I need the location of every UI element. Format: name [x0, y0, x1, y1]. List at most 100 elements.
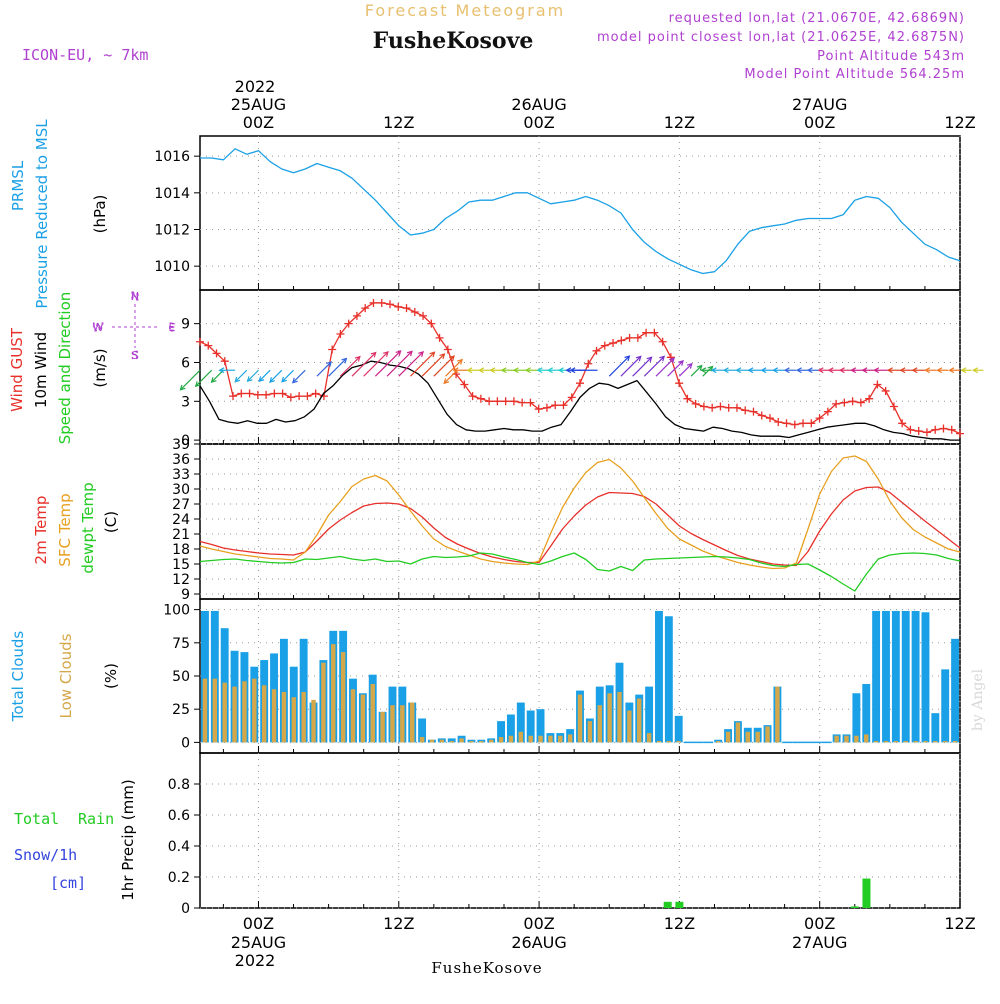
wind-direction-arrowhead — [722, 367, 729, 374]
precip-frame — [199, 752, 961, 909]
wind-direction-arrowhead — [269, 377, 275, 383]
wind-gust-marker — [939, 424, 948, 433]
wind-gust-marker — [509, 397, 518, 406]
rain-bar — [862, 878, 871, 908]
wind-gust-marker — [344, 319, 353, 328]
low-cloud-bar — [942, 741, 948, 743]
low-cloud-bar — [755, 731, 760, 743]
wind-direction-arrowhead — [795, 367, 802, 374]
wind-gust-marker — [757, 411, 766, 420]
wind-direction-arrowhead — [341, 357, 348, 364]
low-cloud-bar — [883, 741, 889, 743]
low-cloud-bar — [558, 735, 563, 743]
bottom-year-label: 2022 — [235, 951, 276, 970]
wind-gust-marker — [691, 399, 700, 408]
low-cloud-bar — [577, 694, 583, 743]
wind-gust-marker — [675, 379, 684, 388]
wind-direction-arrowhead — [735, 367, 742, 374]
total-cloud-bar — [852, 693, 861, 743]
wind-direction-arrowhead — [806, 367, 813, 374]
wind-gust-marker — [799, 419, 808, 428]
total-cloud-bar — [201, 610, 209, 743]
wind-direction-arrow — [292, 369, 306, 384]
wind-gust-marker — [567, 393, 576, 402]
compass-e: E — [169, 321, 176, 334]
wind-direction-arrow — [180, 369, 201, 391]
wind-gust-marker — [807, 419, 816, 428]
low-cloud-bar — [271, 689, 277, 743]
low-cloud-bar — [232, 686, 237, 743]
total-cloud-bar — [911, 610, 920, 743]
wind-direction-arrow — [690, 365, 703, 377]
wind-gust-marker — [666, 353, 675, 362]
low-cloud-bar — [370, 683, 375, 743]
wind-direction-arrowhead — [873, 367, 880, 374]
low-cloud-bar — [933, 741, 938, 743]
rain-bar — [675, 901, 684, 908]
wind-gust-marker — [873, 380, 882, 389]
wind-gust-marker — [369, 298, 378, 307]
wind-direction-arrowhead — [452, 367, 459, 374]
wind-gust-marker — [625, 333, 634, 342]
low-cloud-bar — [321, 662, 326, 743]
low-cloud-bar — [923, 741, 928, 743]
wind-gust-marker — [832, 399, 841, 408]
wind-direction-arrowhead — [179, 384, 186, 391]
wind-gust-marker — [724, 403, 733, 412]
wind-gust-marker — [898, 419, 907, 428]
low-cloud-bar — [202, 678, 208, 743]
pressure-panel-labels: PRMSL Pressure Reduced to MSL (hPa) — [9, 119, 109, 309]
wind-direction-arrow — [398, 351, 424, 377]
low-cloud-bar — [242, 681, 247, 743]
clouds-ytick-label: 75 — [172, 636, 190, 652]
wind-direction-arrowhead — [194, 381, 201, 388]
wind-gust-marker — [196, 337, 204, 346]
low-cloud-bar — [360, 694, 366, 743]
wind-gust-marker — [856, 398, 865, 407]
wind-gust-marker — [526, 398, 535, 407]
wind-gust-marker — [468, 392, 477, 401]
wind-direction-arrowhead — [700, 367, 707, 374]
temperature-ytick-label: 36 — [172, 452, 190, 468]
wind-speed-dir-label: Speed and Direction — [56, 292, 74, 445]
wind-gust-marker — [551, 401, 560, 410]
low-cloud-bar — [587, 721, 593, 743]
temp-2m-label: 2m Temp — [32, 496, 50, 565]
precip-ytick-label: 0.4 — [168, 839, 190, 855]
wind-direction-arrowhead — [861, 367, 868, 374]
pressure-ytick-label: 1014 — [154, 186, 190, 202]
low-cloud-bar — [459, 738, 464, 743]
low-cloud-bar — [646, 733, 652, 743]
low-cloud-bar — [725, 731, 731, 743]
top-hour-label: 12Z — [944, 113, 975, 132]
total-cloud-bar — [447, 738, 456, 743]
wind-gust-marker — [534, 405, 543, 414]
low-cloud-bar — [637, 698, 642, 743]
wind-gust-marker — [303, 392, 312, 401]
temp-2m-line — [199, 486, 961, 567]
location-title: FusheKosove — [373, 28, 534, 54]
low-cloud-bar — [252, 678, 257, 743]
total-cloud-bar — [862, 683, 871, 743]
total-cloud-bar — [506, 714, 515, 743]
bottom-hour-label: 12Z — [944, 914, 975, 933]
clouds-ytick-label: 0 — [181, 735, 190, 751]
low-cloud-bar — [627, 710, 632, 743]
wind-gust-marker — [278, 389, 287, 398]
low-cloud-bar — [419, 737, 425, 743]
wind-gust-marker — [493, 397, 502, 406]
wind-direction-arrowhead — [569, 367, 576, 374]
wind-10m-label: 10m Wind — [32, 332, 50, 408]
low-cloud-bar — [469, 741, 474, 743]
point-altitude: Point Altitude 543m — [817, 49, 965, 64]
wind-gust-marker — [947, 425, 956, 434]
wind-gust-marker — [576, 379, 584, 388]
wind-gust-marker — [922, 428, 931, 437]
wind-direction-arrow — [421, 353, 445, 377]
bottom-hour-label: 00Z — [804, 914, 835, 933]
low-cloud-bar — [301, 691, 306, 743]
wind-direction-arrowhead — [899, 367, 906, 374]
wind-direction-arrowhead — [281, 376, 287, 383]
